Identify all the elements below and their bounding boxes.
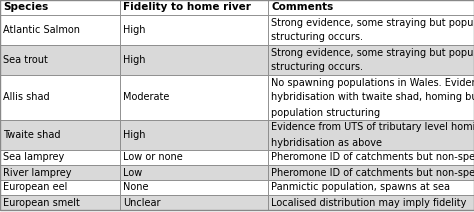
Bar bbox=[120, 15, 268, 45]
Text: Low or none: Low or none bbox=[124, 152, 183, 163]
Bar bbox=[268, 195, 474, 210]
Bar bbox=[120, 195, 268, 210]
Text: Pheromone ID of catchments but non-specific: Pheromone ID of catchments but non-speci… bbox=[272, 167, 474, 177]
Text: European smelt: European smelt bbox=[3, 198, 81, 208]
Bar bbox=[120, 165, 268, 180]
Text: European eel: European eel bbox=[3, 183, 68, 192]
Bar bbox=[0, 165, 120, 180]
Text: Evidence from UTS of tributary level homing;: Evidence from UTS of tributary level hom… bbox=[272, 123, 474, 132]
Text: Strong evidence, some straying but population: Strong evidence, some straying but popul… bbox=[272, 47, 474, 57]
Bar bbox=[268, 45, 474, 75]
Text: Fidelity to home river: Fidelity to home river bbox=[124, 3, 251, 13]
Text: Species: Species bbox=[3, 3, 49, 13]
Bar bbox=[120, 120, 268, 150]
Bar bbox=[0, 120, 120, 150]
Bar bbox=[0, 150, 120, 165]
Text: Sea trout: Sea trout bbox=[3, 55, 48, 65]
Text: Strong evidence, some straying but population: Strong evidence, some straying but popul… bbox=[272, 18, 474, 28]
Text: hybridisation as above: hybridisation as above bbox=[272, 138, 383, 148]
Bar bbox=[120, 150, 268, 165]
Text: None: None bbox=[124, 183, 149, 192]
Text: structuring occurs.: structuring occurs. bbox=[272, 63, 364, 73]
Text: structuring occurs.: structuring occurs. bbox=[272, 32, 364, 42]
Text: High: High bbox=[124, 55, 146, 65]
Bar bbox=[120, 45, 268, 75]
Text: Allis shad: Allis shad bbox=[3, 92, 50, 102]
Bar bbox=[268, 0, 474, 15]
Bar bbox=[268, 165, 474, 180]
Text: Unclear: Unclear bbox=[124, 198, 161, 208]
Bar bbox=[0, 15, 120, 45]
Text: Sea lamprey: Sea lamprey bbox=[3, 152, 65, 163]
Text: High: High bbox=[124, 25, 146, 35]
Text: hybridisation with twaite shad, homing but little: hybridisation with twaite shad, homing b… bbox=[272, 92, 474, 102]
Bar bbox=[268, 180, 474, 195]
Text: Twaite shad: Twaite shad bbox=[3, 130, 61, 140]
Bar bbox=[120, 0, 268, 15]
Text: Low: Low bbox=[124, 167, 143, 177]
Text: Comments: Comments bbox=[272, 3, 334, 13]
Bar bbox=[268, 15, 474, 45]
Bar bbox=[0, 75, 120, 120]
Bar bbox=[268, 120, 474, 150]
Text: Atlantic Salmon: Atlantic Salmon bbox=[3, 25, 81, 35]
Bar bbox=[0, 45, 120, 75]
Text: No spawning populations in Wales. Evidence of: No spawning populations in Wales. Eviden… bbox=[272, 78, 474, 88]
Text: Moderate: Moderate bbox=[124, 92, 170, 102]
Bar bbox=[120, 180, 268, 195]
Bar bbox=[268, 75, 474, 120]
Text: Localised distribution may imply fidelity: Localised distribution may imply fidelit… bbox=[272, 198, 467, 208]
Text: High: High bbox=[124, 130, 146, 140]
Bar bbox=[120, 75, 268, 120]
Bar bbox=[0, 195, 120, 210]
Text: River lamprey: River lamprey bbox=[3, 167, 72, 177]
Bar bbox=[268, 150, 474, 165]
Text: Panmictic population, spawns at sea: Panmictic population, spawns at sea bbox=[272, 183, 450, 192]
Text: Pheromone ID of catchments but non-specific: Pheromone ID of catchments but non-speci… bbox=[272, 152, 474, 163]
Bar bbox=[0, 180, 120, 195]
Bar bbox=[0, 0, 120, 15]
Text: population structuring: population structuring bbox=[272, 107, 381, 117]
